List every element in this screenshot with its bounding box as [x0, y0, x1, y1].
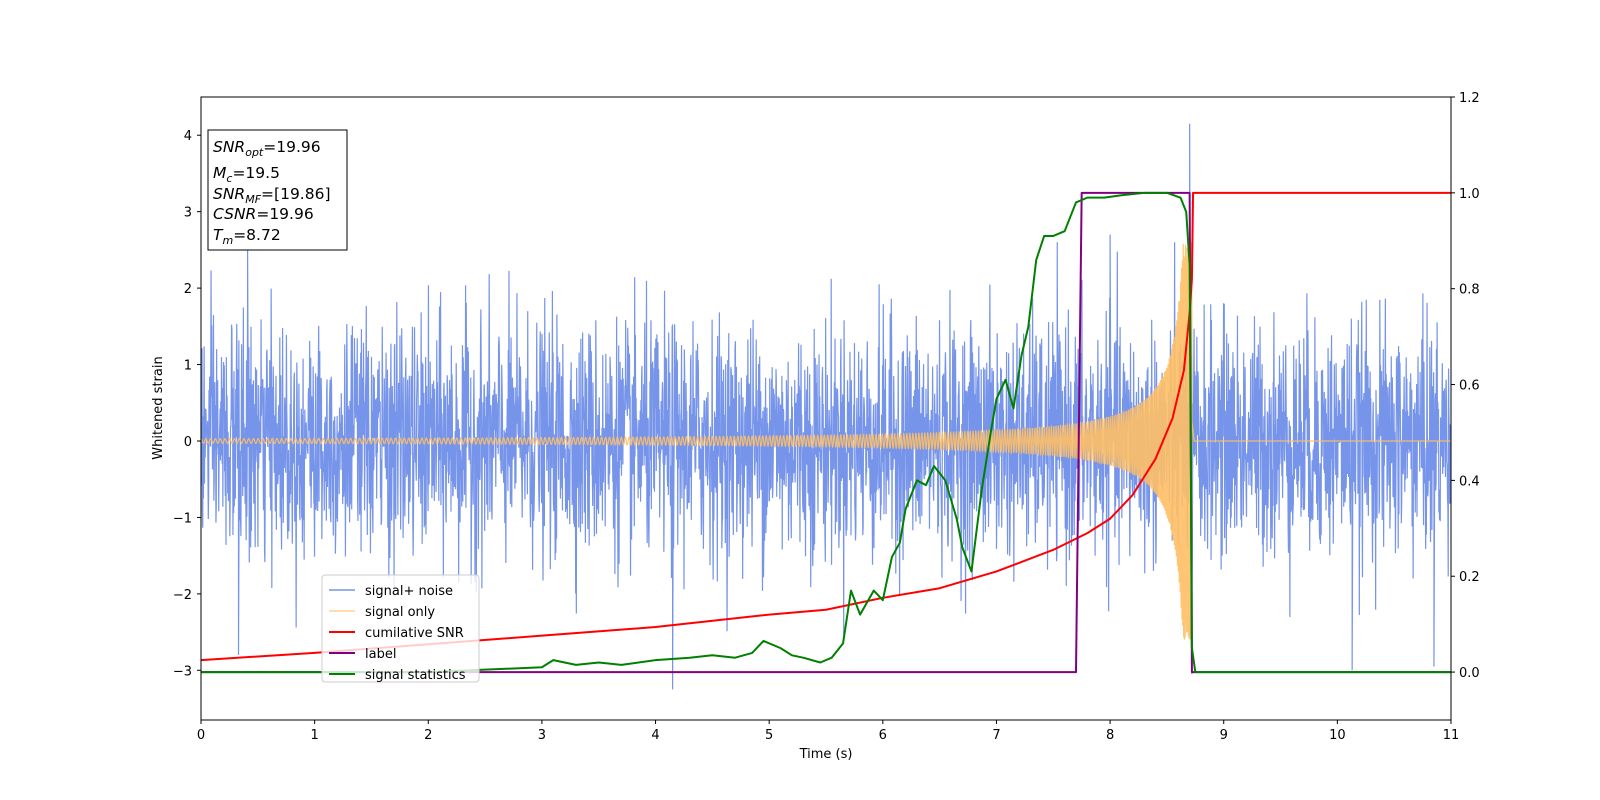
x-tick-label: 1	[310, 728, 318, 743]
x-axis-ticks: 0 1 2 3 4 5 6 7 8 9 10 11	[197, 720, 1459, 743]
x-tick-label: 2	[424, 728, 432, 743]
y-right-tick-label: 0.4	[1459, 474, 1480, 489]
annotation-3-value: =[19.86]	[261, 185, 330, 203]
y-right-tick-label: 0.8	[1459, 283, 1480, 298]
x-tick-label: 8	[1106, 728, 1114, 743]
y-tick-label: 3	[184, 206, 192, 221]
series-layer	[201, 123, 1451, 690]
y-tick-label: −3	[173, 664, 192, 679]
x-tick-label: 9	[1220, 728, 1228, 743]
annotation-1-value: =19.96	[263, 138, 320, 156]
y-tick-label: 1	[184, 359, 192, 374]
svg-text:Tm=8.72: Tm=8.72	[213, 226, 281, 247]
y-tick-label: 4	[184, 129, 192, 144]
annotation-3-sub: MF	[245, 193, 261, 206]
legend: signal+ noise signal only cumilative SNR la…	[321, 574, 480, 683]
y-tick-label: 2	[184, 282, 192, 297]
x-tick-label: 7	[992, 728, 1000, 743]
x-tick-label: 6	[879, 728, 887, 743]
signal-only-line	[201, 242, 1451, 640]
y-tick-label: 0	[184, 435, 192, 450]
y-right-tick-label: 1.2	[1459, 91, 1480, 106]
annotation-2-value: =19.5	[232, 164, 280, 182]
y-axis-ticks: −3 −2 −1 0 1 2 3 4	[173, 129, 201, 679]
x-tick-label: 10	[1329, 728, 1346, 743]
svg-text:Mc=19.5: Mc=19.5	[213, 164, 280, 185]
annotation-4-value: =19.96	[256, 205, 313, 223]
y-tick-label: −2	[173, 588, 192, 603]
svg-text:SNRopt=19.96: SNRopt=19.96	[213, 138, 321, 159]
y-right-tick-label: 1.0	[1459, 187, 1480, 202]
x-axis-label: Time (s)	[799, 747, 853, 762]
annotation-2-base: M	[213, 164, 226, 182]
y-right-tick-label: 0.6	[1459, 379, 1480, 394]
annotation-box: SNRopt=19.96 Mc=19.5 SNRMF=[19.86] CSNR=…	[207, 129, 348, 251]
y-tick-label: −1	[173, 511, 192, 526]
y-right-tick-label: 0.0	[1459, 666, 1480, 681]
annotation-1-base: SNR	[213, 138, 245, 156]
y-right-tick-label: 0.2	[1459, 570, 1480, 585]
x-tick-label: 3	[538, 728, 546, 743]
legend-label: signal statistics	[365, 668, 466, 683]
x-tick-label: 4	[651, 728, 659, 743]
svg-text:SNRMF=[19.86]: SNRMF=[19.86]	[213, 185, 331, 206]
legend-label: label	[365, 647, 396, 662]
annotation-3-base: SNR	[213, 185, 245, 203]
x-tick-label: 11	[1443, 728, 1460, 743]
legend-label: cumilative SNR	[365, 626, 464, 641]
annotation-5-base: T	[213, 226, 224, 244]
annotation-2-sub: c	[226, 172, 232, 185]
y-axis-label: Whitened strain	[151, 356, 166, 459]
legend-label: signal+ noise	[365, 584, 453, 599]
x-tick-label: 0	[197, 728, 205, 743]
plot-frame	[200, 96, 1452, 721]
annotation-1-sub: opt	[245, 146, 264, 159]
annotation-4-base: CSNR	[213, 205, 256, 223]
y-axis-right-ticks: 0.0 0.2 0.4 0.6 0.8 1.0 1.2	[1451, 91, 1480, 681]
annotation-5-sub: m	[222, 234, 233, 247]
signal-statistics-line	[201, 191, 1451, 674]
x-tick-label: 5	[765, 728, 773, 743]
svg-text:CSNR=19.96: CSNR=19.96	[213, 205, 314, 223]
legend-label: signal only	[365, 605, 435, 620]
annotation-5-value: =8.72	[233, 226, 281, 244]
cumilative-snr-line	[201, 191, 1451, 662]
